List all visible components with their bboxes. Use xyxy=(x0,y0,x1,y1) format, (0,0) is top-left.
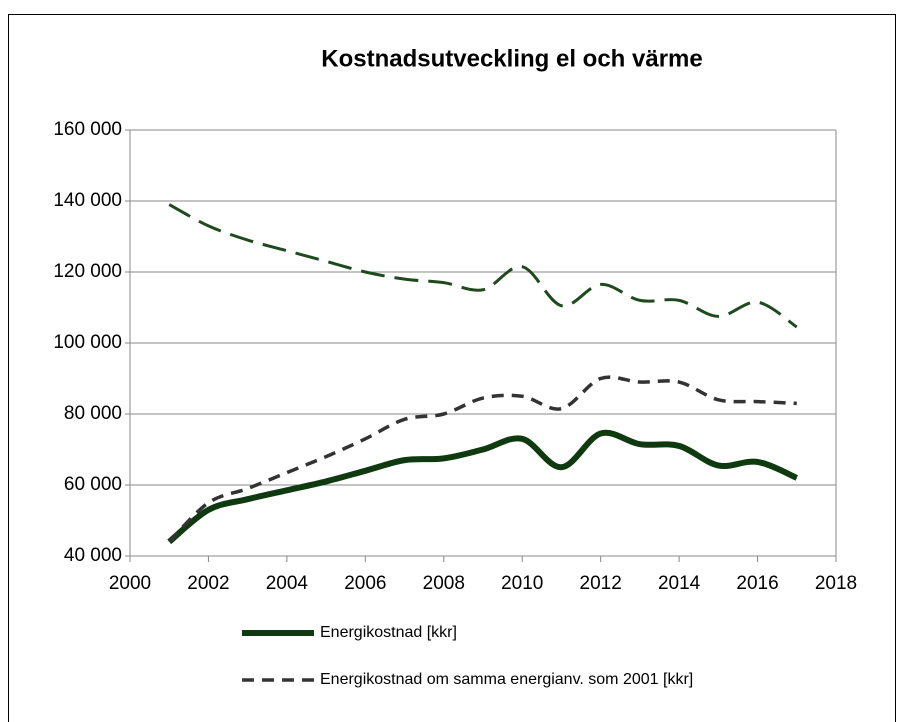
series-line xyxy=(167,375,797,544)
series-line xyxy=(167,429,798,545)
legend-label: Energikostnad [kkr] xyxy=(320,624,457,641)
x-tick-label: 2006 xyxy=(344,573,386,594)
y-tick-label: 40 000 xyxy=(64,545,122,566)
y-tick-label: 60 000 xyxy=(64,474,122,495)
y-tick-label: 100 000 xyxy=(53,332,122,353)
x-tick-label: 2000 xyxy=(109,573,151,594)
legend-label: Energikostnad om samma energianv. som 20… xyxy=(320,671,694,688)
x-tick-label: 2008 xyxy=(423,573,465,594)
series-line xyxy=(168,203,798,329)
x-tick-label: 2018 xyxy=(815,573,857,594)
y-tick-label: 120 000 xyxy=(53,261,122,282)
chart-title: Kostnadsutveckling el och värme xyxy=(321,45,702,72)
x-tick-label: 2010 xyxy=(501,573,543,594)
x-tick-label: 2004 xyxy=(266,573,309,594)
y-tick-label: 80 000 xyxy=(64,403,122,424)
x-tick-label: 2016 xyxy=(736,573,778,594)
y-tick-label: 160 000 xyxy=(53,119,122,140)
y-tick-label: 140 000 xyxy=(53,190,122,211)
frame xyxy=(8,14,896,722)
x-tick-label: 2014 xyxy=(658,573,701,594)
x-tick-label: 2012 xyxy=(580,573,622,594)
x-tick-label: 2002 xyxy=(187,573,229,594)
